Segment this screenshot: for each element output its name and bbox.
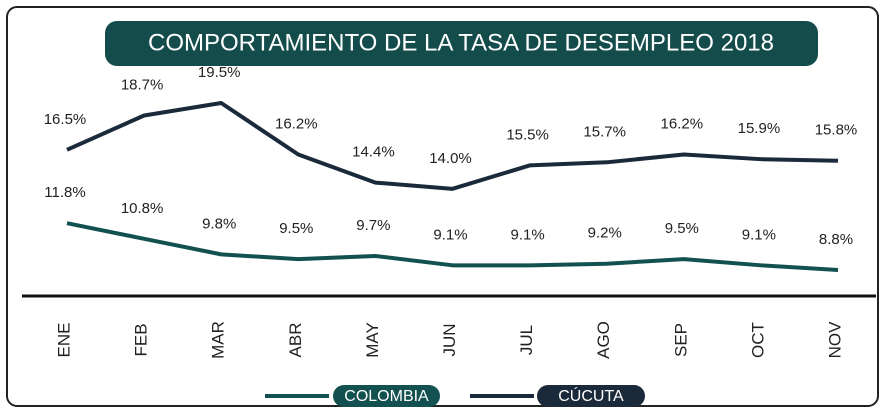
legend-pill — [537, 385, 645, 407]
data-label: 9.2% — [588, 225, 622, 242]
chart-title: COMPORTAMIENTO DE LA TASA DE DESEMPLEO 2… — [148, 29, 774, 56]
data-label: 16.2% — [275, 115, 318, 132]
data-label: 14.4% — [352, 144, 395, 161]
x-tick-label: NOV — [825, 321, 844, 359]
x-tick-label: JUN — [440, 323, 459, 356]
data-label: 10.8% — [121, 200, 164, 217]
x-tick-label: ENE — [54, 323, 73, 358]
data-label: 9.8% — [202, 215, 236, 232]
data-label: 9.1% — [510, 226, 544, 243]
title-box — [105, 21, 818, 66]
line — [66, 101, 839, 191]
x-tick-label: JUL — [517, 325, 536, 355]
data-label: 16.2% — [661, 115, 704, 132]
data-label: 8.8% — [819, 231, 853, 248]
data-label: 19.5% — [198, 64, 241, 81]
x-tick-label: AGO — [594, 321, 613, 359]
legend-pill — [333, 385, 440, 407]
data-label: 9.5% — [665, 220, 699, 237]
legend-label: CÚCUTA — [558, 386, 624, 405]
data-label: 9.7% — [356, 217, 390, 234]
data-label: 15.5% — [506, 126, 549, 143]
line — [66, 221, 839, 272]
data-label: 15.9% — [738, 120, 781, 137]
data-label: 15.8% — [815, 122, 858, 139]
data-label: 9.1% — [433, 226, 467, 243]
x-tick-label: MAY — [363, 322, 382, 358]
x-tick-label: SEP — [671, 323, 690, 357]
data-label: 15.7% — [583, 123, 626, 140]
data-label: 9.5% — [279, 220, 313, 237]
legend-label: COLOMBIA — [344, 388, 429, 405]
x-tick-label: OCT — [748, 322, 767, 358]
x-tick-label: ABR — [286, 323, 305, 358]
data-label: 11.8% — [44, 184, 85, 201]
data-label: 9.1% — [742, 226, 776, 243]
data-label: 16.5% — [44, 111, 87, 128]
data-label: 14.0% — [429, 150, 472, 167]
data-label: 18.7% — [121, 76, 164, 93]
x-tick-label: MAR — [209, 321, 228, 359]
x-tick-label: FEB — [132, 323, 151, 356]
